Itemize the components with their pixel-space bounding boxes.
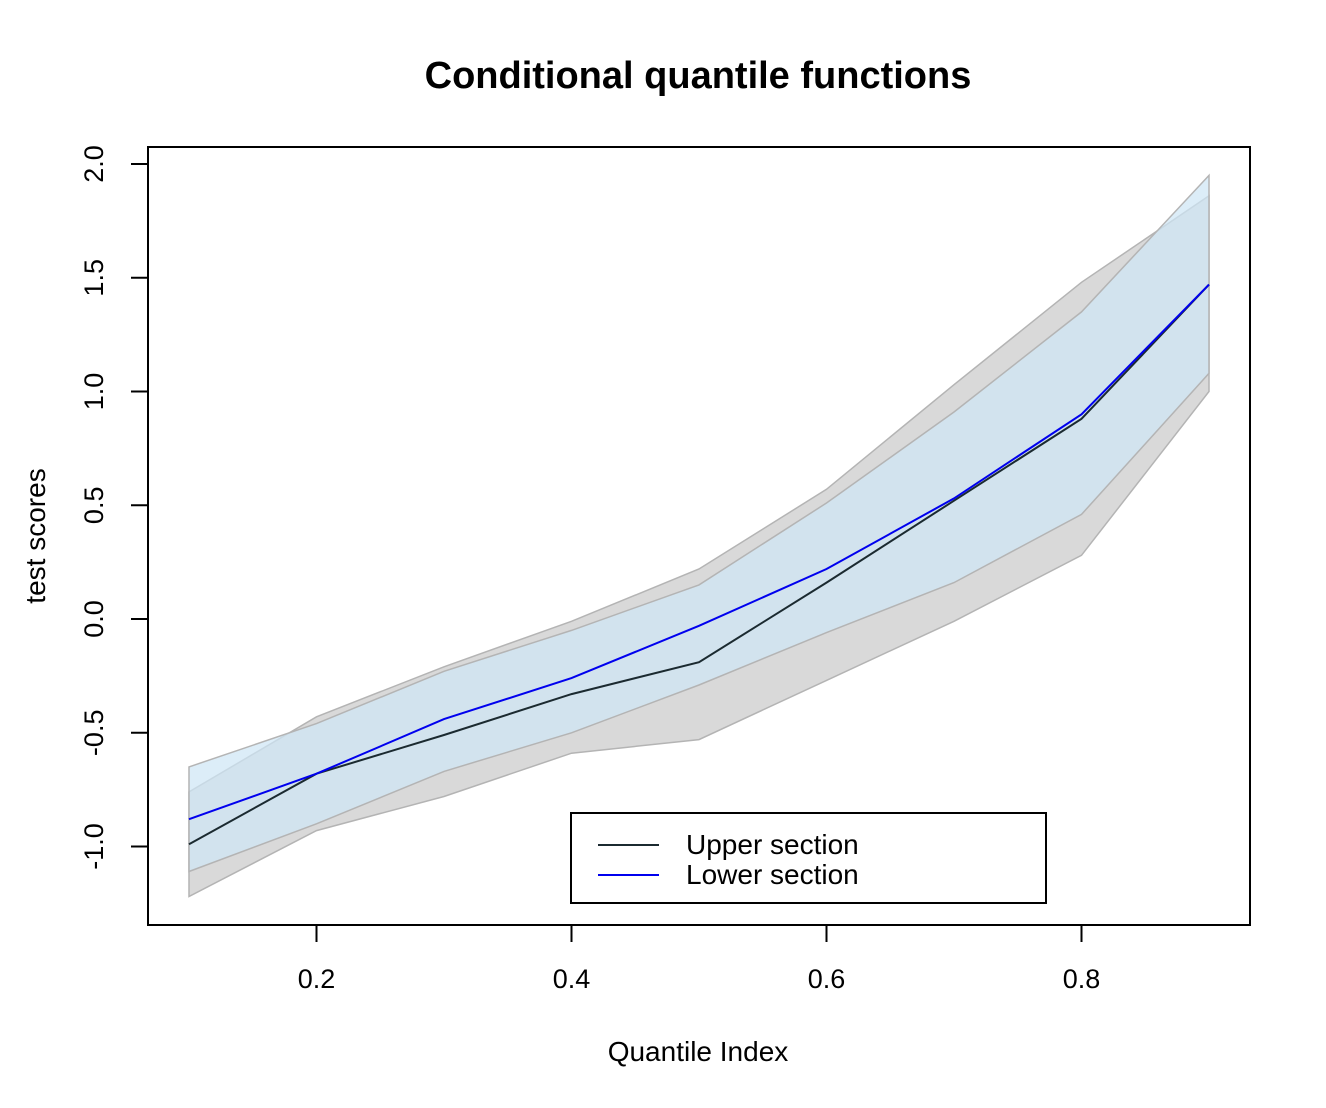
legend: Upper section Lower section: [570, 812, 1047, 904]
legend-label-lower-section: Lower section: [686, 859, 859, 890]
x-tick-label: 0.6: [808, 964, 846, 994]
series-line-upper-section: [188, 283, 1210, 846]
y-tick-label: 1.5: [79, 259, 109, 297]
series-line-lower-section: [188, 283, 1210, 821]
y-tick-label: -1.0: [79, 823, 109, 870]
y-tick-label: -0.5: [79, 710, 109, 757]
confidence-bands: [188, 173, 1210, 898]
band-lower-section: [188, 173, 1210, 873]
x-axis-label: Quantile Index: [608, 1036, 789, 1067]
x-axis: 0.2 0.4 0.6 0.8: [298, 924, 1101, 994]
y-tick-label: 2.0: [79, 145, 109, 183]
x-tick-label: 0.8: [1063, 964, 1101, 994]
series-lines: [188, 283, 1210, 846]
legend-box: [570, 812, 1047, 904]
y-axis-label: test scores: [20, 468, 51, 603]
legend-label-upper-section: Upper section: [686, 829, 859, 860]
y-tick-label: 0.5: [79, 487, 109, 525]
y-tick-label: 1.0: [79, 373, 109, 411]
y-tick-label: 0.0: [79, 600, 109, 638]
y-axis: -1.0 -0.5 0.0 0.5 1.0 1.5 2.0: [79, 145, 149, 870]
x-tick-label: 0.4: [553, 964, 591, 994]
x-tick-label: 0.2: [298, 964, 336, 994]
chart-title: Conditional quantile functions: [425, 55, 972, 97]
